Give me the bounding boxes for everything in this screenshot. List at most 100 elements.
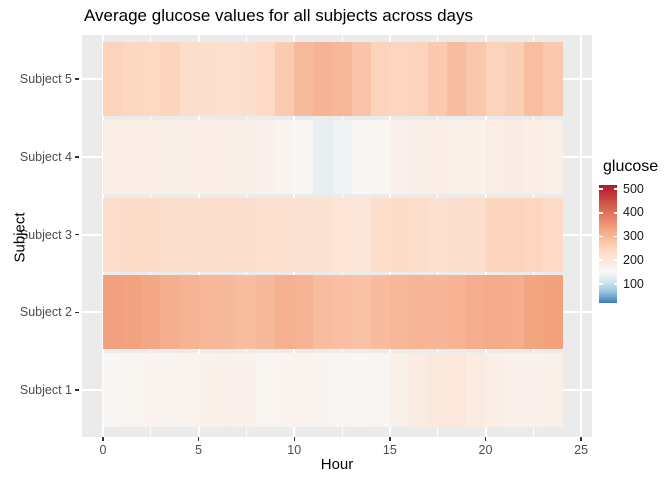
heatmap-tile (504, 353, 525, 427)
legend-tick-mark-left (599, 235, 603, 238)
heatmap-tile (122, 119, 142, 194)
heatmap-tile (103, 353, 123, 427)
heatmap-tile (447, 353, 467, 427)
heatmap-tile (313, 119, 333, 194)
heatmap-tile (542, 119, 563, 194)
y-tick-label: Subject 2 (19, 305, 72, 320)
heatmap-tile (332, 119, 353, 194)
heatmap-tile (160, 42, 180, 116)
legend-tick-mark-left (599, 211, 603, 214)
x-tick-label: 25 (574, 443, 589, 457)
heatmap-tile (141, 119, 161, 194)
heatmap-tile (198, 119, 219, 194)
heatmap-tile (370, 197, 391, 272)
heatmap-tile (275, 197, 295, 272)
major-gridline-vertical (580, 35, 583, 437)
heatmap-tile (542, 197, 563, 272)
legend-tick-label: 100 (623, 276, 644, 291)
heatmap-tile (504, 275, 525, 350)
y-tick-mark (75, 78, 79, 80)
heatmap-tile (409, 119, 429, 194)
legend-tick-label: 200 (623, 252, 644, 267)
y-tick-label: Subject 3 (19, 227, 72, 242)
y-tick-label: Subject 4 (19, 149, 72, 164)
legend-tick-mark-right (613, 235, 617, 238)
legend-tick-mark-left (599, 188, 603, 190)
heatmap-tile (141, 353, 161, 427)
heatmap-tile (409, 42, 429, 116)
heatmap-tile (485, 197, 506, 272)
heatmap-tile (256, 42, 276, 116)
heatmap-tile (294, 119, 314, 194)
heatmap-tile (389, 42, 410, 116)
heatmap-tile (179, 119, 200, 194)
heatmap-tile (275, 275, 295, 350)
legend-tick-mark-left (599, 259, 603, 262)
heatmap-tile (179, 42, 200, 116)
chart-title: Average glucose values for all subjects … (84, 6, 473, 25)
x-tick-label: 15 (382, 443, 397, 457)
heatmap-tile (542, 353, 563, 427)
heatmap-tile (103, 197, 123, 272)
x-tick-mark (102, 437, 104, 441)
heatmap-tile (389, 353, 410, 427)
heatmap-tile (370, 42, 391, 116)
heatmap-tile (428, 119, 448, 194)
heatmap-tile (103, 42, 123, 116)
y-axis-title: Subject (11, 212, 29, 263)
heatmap-tile (428, 197, 448, 272)
heatmap-tile (217, 275, 238, 350)
y-tick-mark (75, 389, 79, 391)
heatmap-tile (409, 197, 429, 272)
heatmap-tile (294, 42, 314, 116)
heatmap-tile (466, 353, 486, 427)
heatmap-tile (160, 197, 180, 272)
heatmap-tile (217, 353, 238, 427)
heatmap-tile (313, 275, 333, 350)
heatmap-tile (160, 353, 180, 427)
heatmap-tile (256, 353, 276, 427)
heatmap-tile (141, 275, 161, 350)
y-tick-label: Subject 1 (19, 383, 72, 397)
heatmap-tile (198, 197, 219, 272)
legend-colorbar (599, 185, 617, 303)
heatmap-tile (485, 275, 506, 350)
heatmap-tile (198, 275, 219, 350)
x-tick-label: 20 (478, 443, 493, 457)
heatmap-tile (275, 42, 295, 116)
heatmap-tile (523, 275, 544, 350)
heatmap-tile (428, 275, 448, 350)
legend-tick-label: 400 (623, 205, 644, 220)
heatmap-tile (141, 197, 161, 272)
heatmap-tile (313, 353, 333, 427)
heatmap-tile (313, 42, 333, 116)
heatmap-tile (447, 119, 467, 194)
heatmap-tile (466, 119, 486, 194)
heatmap-tile (485, 119, 506, 194)
heatmap-tile (236, 353, 257, 427)
x-tick-label: 0 (99, 443, 107, 457)
x-tick-label: 10 (287, 443, 302, 457)
x-tick-label: 5 (195, 443, 203, 457)
heatmap-tile (504, 197, 525, 272)
legend-tick-mark-right (613, 283, 617, 285)
x-tick-mark (580, 437, 582, 441)
legend-tick-mark-right (613, 259, 617, 262)
heatmap-tile (466, 275, 486, 350)
heatmap-tile (122, 275, 142, 350)
heatmap-tile (332, 197, 353, 272)
heatmap-tile (236, 197, 257, 272)
heatmap-tile (409, 353, 429, 427)
heatmap-tile (409, 275, 429, 350)
heatmap-tile (523, 42, 544, 116)
heatmap-tile (428, 353, 448, 427)
heatmap-tile (179, 197, 200, 272)
heatmap-tile (160, 275, 180, 350)
heatmap-tile (351, 275, 372, 350)
heatmap-tile (217, 197, 238, 272)
heatmap-tile (542, 275, 563, 350)
heatmap-tile (485, 42, 506, 116)
heatmap-tile (313, 197, 333, 272)
heatmap-tile (351, 353, 372, 427)
heatmap-tile (332, 275, 353, 350)
